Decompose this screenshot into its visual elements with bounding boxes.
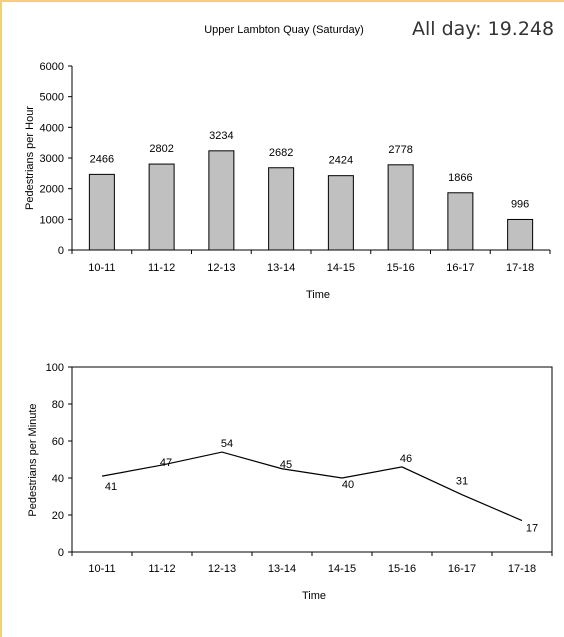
point-data-label: 45 — [280, 459, 292, 471]
bar-data-label: 2466 — [90, 153, 114, 165]
all-day-summary: All day: 19.248 — [412, 18, 554, 40]
y-tick-label: 80 — [52, 399, 64, 411]
x-tick-label: 13-14 — [267, 262, 295, 274]
bar-data-label: 2682 — [269, 147, 293, 159]
x-tick-label: 17-18 — [508, 563, 536, 575]
point-data-label: 41 — [105, 481, 117, 493]
x-tick-label: 10-11 — [88, 262, 115, 274]
plot-area-frame — [71, 366, 553, 553]
y-tick-label: 60 — [52, 436, 64, 448]
bar-data-label: 2778 — [388, 144, 412, 156]
bar-data-label: 996 — [511, 198, 529, 210]
point-data-label: 40 — [342, 479, 354, 491]
bar — [88, 173, 115, 251]
bar — [447, 192, 474, 251]
all-day-value: 19.248 — [487, 18, 555, 40]
line-layer: 0 20 40 60 80 100 41 10-11 47 11-12 54 12-13 45 13-14… — [46, 362, 553, 575]
bar — [148, 163, 175, 251]
all-day-label: All day: — [412, 18, 482, 40]
bar-data-label: 3234 — [209, 130, 233, 142]
y-tick-label: 2000 — [40, 184, 64, 196]
y-tick-label: 100 — [46, 362, 64, 374]
bar — [327, 175, 354, 251]
point-data-label: 54 — [221, 438, 233, 450]
y-axis-label: Pedestrians per Hour — [24, 106, 36, 210]
x-tick-label: 16-17 — [448, 563, 476, 575]
bar-data-label: 2802 — [149, 143, 173, 155]
y-tick-label: 0 — [58, 547, 64, 559]
x-tick-label: 12-13 — [207, 262, 235, 274]
x-tick-label: 15-16 — [387, 262, 415, 274]
point-data-label: 47 — [160, 457, 172, 469]
y-axis-label: Pedestrians per Minute — [27, 403, 39, 516]
point-data-label: 17 — [526, 523, 538, 535]
x-axis-label: Time — [306, 289, 330, 301]
x-tick-label: 11-12 — [148, 262, 175, 274]
x-tick-label: 10-11 — [88, 563, 115, 575]
x-tick-label: 14-15 — [328, 563, 356, 575]
bar — [208, 150, 235, 251]
point-data-label: 46 — [400, 453, 412, 465]
x-tick-label: 17-18 — [506, 262, 534, 274]
bar — [507, 218, 534, 251]
point-data-label: 31 — [456, 476, 468, 488]
x-axis-label: Time — [302, 590, 326, 602]
y-tick-label: 6000 — [40, 61, 64, 73]
x-tick-label: 15-16 — [388, 563, 416, 575]
x-tick-label: 12-13 — [208, 563, 236, 575]
chart-title: Upper Lambton Quay (Saturday) — [204, 24, 364, 36]
bar-layer: 0 1000 2000 3000 4000 5000 6000 2466 10-11 2802 11… — [40, 61, 551, 274]
x-tick-label: 11-12 — [148, 563, 175, 575]
x-tick-label: 13-14 — [268, 563, 296, 575]
y-tick-label: 0 — [58, 245, 64, 257]
x-tick-label: 16-17 — [446, 262, 474, 274]
bar-data-label: 2424 — [329, 155, 353, 167]
bar-data-label: 1866 — [448, 172, 472, 184]
y-tick-label: 1000 — [40, 214, 64, 226]
per-minute-line-chart: Pedestrians per Minute Time 0 20 40 60 80 100… — [27, 362, 553, 602]
hourly-bar-chart: Upper Lambton Quay (Saturday) Pedestrian… — [24, 24, 551, 301]
x-tick-label: 14-15 — [327, 262, 355, 274]
y-tick-label: 3000 — [40, 153, 64, 165]
series-line — [101, 451, 523, 522]
y-tick-label: 20 — [52, 510, 64, 522]
bar — [387, 164, 414, 251]
y-tick-label: 4000 — [40, 122, 64, 134]
y-tick-label: 40 — [52, 473, 64, 485]
bar — [268, 167, 295, 251]
y-tick-label: 5000 — [40, 92, 64, 104]
